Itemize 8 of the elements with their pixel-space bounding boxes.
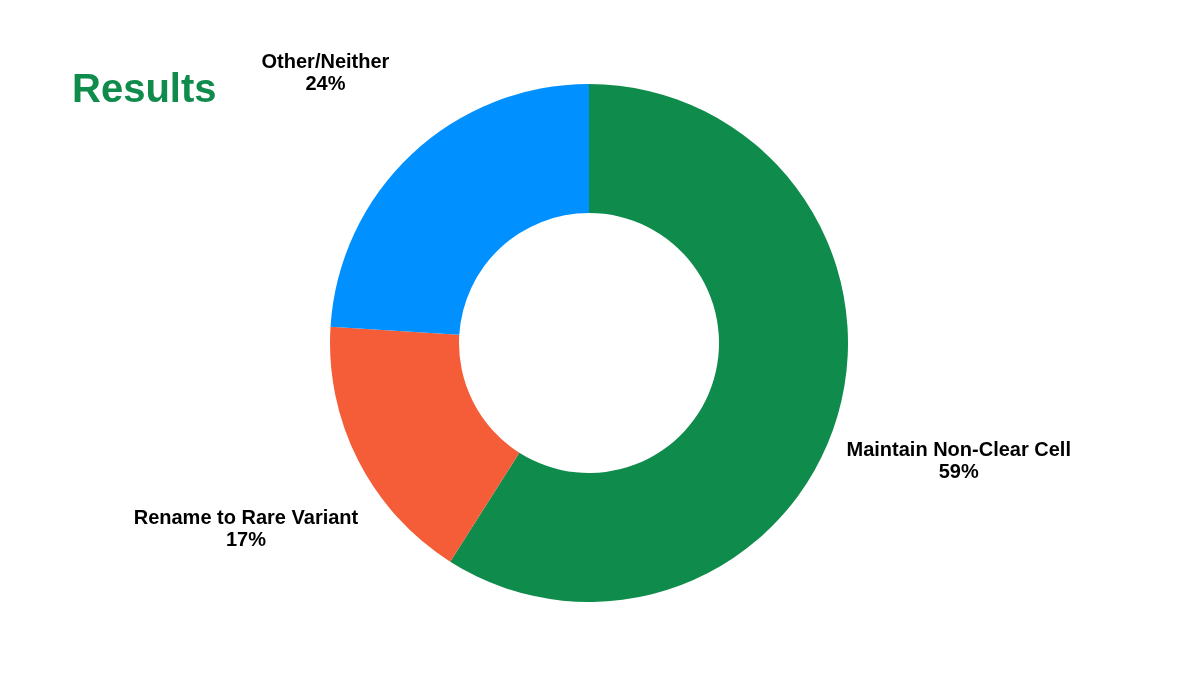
chart-title: Results xyxy=(72,66,217,110)
donut-slice xyxy=(450,84,848,602)
data-label: 59% xyxy=(938,460,979,483)
data-label: 24% xyxy=(305,72,346,95)
slice-label: Rename to Rare Variant xyxy=(133,505,359,528)
slice-label: Maintain Non-Clear Cell xyxy=(846,438,1071,461)
slice-label: Other/Neither xyxy=(261,50,390,73)
data-label: 17% xyxy=(225,527,267,550)
